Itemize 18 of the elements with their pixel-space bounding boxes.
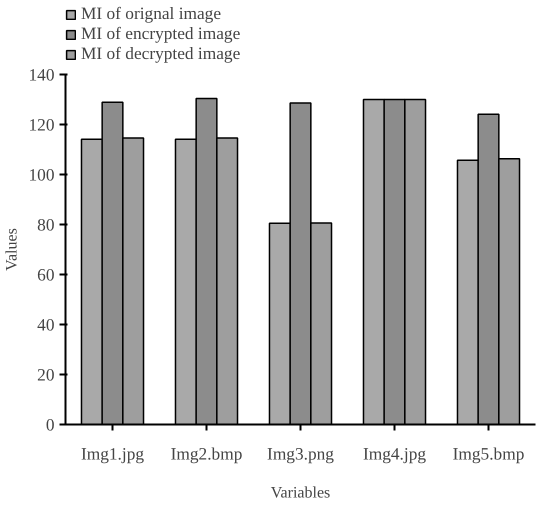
- y-tick-label: 20: [37, 366, 54, 384]
- legend-label: MI of orignal image: [81, 4, 222, 24]
- x-tick-label: Img3.png: [267, 444, 334, 464]
- x-axis-title: Variables: [270, 484, 330, 502]
- y-axis-title: Values: [4, 228, 21, 271]
- y-tick-label: 40: [37, 316, 54, 334]
- y-tick-label: 140: [28, 66, 55, 84]
- x-tick-label: Img4.jpg: [362, 444, 426, 464]
- y-tick-label: 100: [28, 166, 55, 184]
- y-tick-label: 0: [46, 416, 55, 434]
- legend-label: MI of decrypted image: [81, 44, 240, 64]
- legend-label: MI of encrypted image: [81, 24, 240, 44]
- y-tick-label: 60: [37, 266, 54, 284]
- y-tick-label: 80: [37, 216, 54, 234]
- x-tick-label: Img5.bmp: [452, 444, 524, 464]
- x-tick-label: Img2.bmp: [170, 444, 242, 464]
- y-tick-label: 120: [28, 116, 55, 134]
- x-tick-label: Img1.jpg: [80, 444, 144, 464]
